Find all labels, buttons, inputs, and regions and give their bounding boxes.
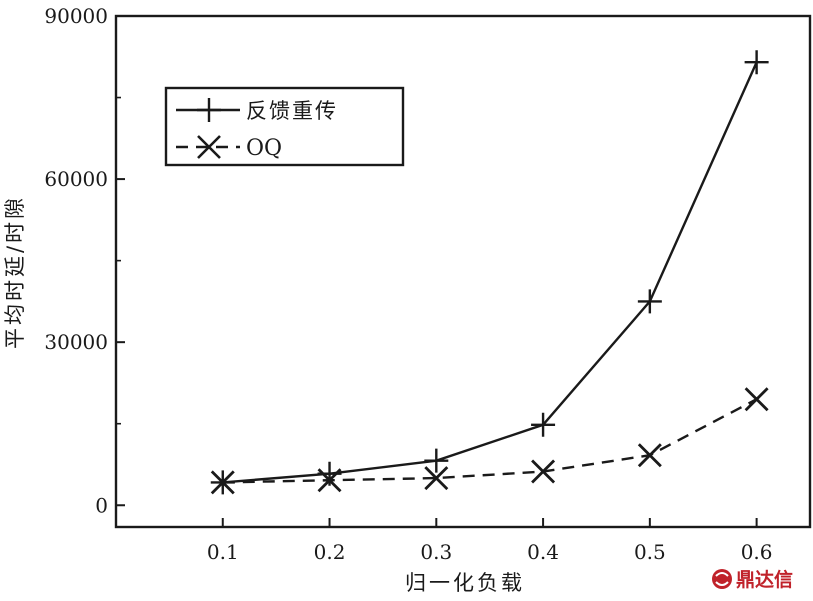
x-tick-label: 0.1 [207,540,239,564]
legend-marker-plus [197,98,221,122]
legend-marker-cross [197,135,221,159]
series-lines [222,61,758,484]
data-point-marker [637,443,662,468]
plot-frame [114,14,812,529]
legend: 反馈重传 OQ [164,86,405,167]
series-line-0 [222,61,758,484]
x-tick-label: 0.3 [420,540,452,564]
watermark-logo-icon-mark [715,572,729,586]
x-axis-title: 归一化负载 [405,571,525,595]
y-axis-title: 平均时延/时隙 [3,195,27,349]
axes: 0.1 0.2 0.3 0.4 0.5 0.6 0 30000 60000 90000 [44,4,812,564]
series-line-1 [222,398,758,484]
y-tick-label: 90000 [44,4,108,28]
x-tick-label: 0.5 [634,540,666,564]
data-point-marker [210,470,235,495]
watermark-text: 鼎达信 [736,568,793,591]
data-point-marker [744,387,769,412]
y-tick-label: 60000 [44,167,108,191]
data-point-marker [424,466,449,491]
series-markers [210,50,769,495]
legend-label-oq: OQ [246,136,282,161]
x-tick-label: 0.2 [314,540,346,564]
data-point-marker [744,50,769,75]
x-tick-label: 0.4 [527,540,559,564]
data-point-marker [637,289,662,314]
x-tick-label: 0.6 [741,540,773,564]
y-tick-label: 30000 [44,330,108,354]
data-point-marker [424,448,449,473]
legend-label-feedback-retransmission: 反馈重传 [246,99,338,123]
watermark-logo: 鼎达信 [712,568,793,591]
data-point-marker [317,468,342,493]
y-tick-label: 0 [95,493,108,517]
data-point-marker [531,459,556,484]
data-point-marker [531,412,556,437]
